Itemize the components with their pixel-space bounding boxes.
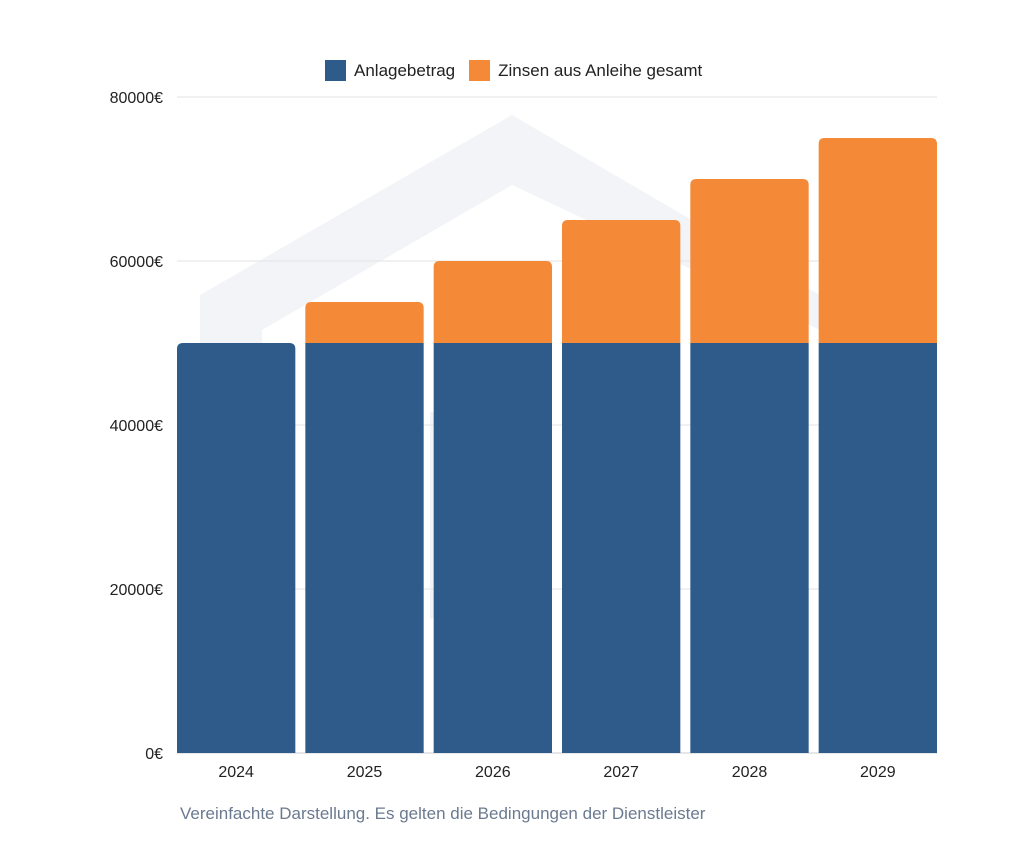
x-tick-label: 2024 xyxy=(218,764,254,781)
bar-anlagebetrag-2027 xyxy=(562,343,681,753)
bar-zinsen-2028 xyxy=(690,179,809,343)
x-tick-label: 2025 xyxy=(347,764,383,781)
y-tick-label: 0€ xyxy=(145,746,163,763)
chart-legend: Anlagebetrag Zinsen aus Anleihe gesamt xyxy=(325,60,716,81)
y-tick-label: 40000€ xyxy=(110,418,163,435)
bar-zinsen-2025 xyxy=(305,302,424,343)
x-tick-label: 2027 xyxy=(603,764,639,781)
x-tick-label: 2029 xyxy=(860,764,896,781)
bar-anlagebetrag-2026 xyxy=(433,343,552,753)
bar-zinsen-2029 xyxy=(818,138,937,343)
bar-anlagebetrag-2025 xyxy=(305,343,424,753)
bar-anlagebetrag-2028 xyxy=(690,343,809,753)
legend-swatch-zinsen xyxy=(469,60,491,81)
bar-anlagebetrag-2029 xyxy=(818,343,937,753)
y-tick-label: 20000€ xyxy=(110,582,163,599)
footer-note: Vereinfachte Darstellung. Es gelten die … xyxy=(180,804,706,823)
legend-label-zinsen: Zinsen aus Anleihe gesamt xyxy=(498,60,703,80)
legend-item-anlagebetrag: Anlagebetrag xyxy=(325,60,455,81)
legend-item-zinsen: Zinsen aus Anleihe gesamt xyxy=(469,60,702,81)
x-tick-label: 2028 xyxy=(732,764,768,781)
bar-zinsen-2026 xyxy=(433,261,552,343)
bar-zinsen-2027 xyxy=(562,220,681,343)
x-tick-label: 2026 xyxy=(475,764,511,781)
bar-anlagebetrag-2024 xyxy=(177,343,296,753)
legend-label-anlagebetrag: Anlagebetrag xyxy=(354,60,456,80)
legend-swatch-anlagebetrag xyxy=(325,60,346,81)
y-tick-label: 80000€ xyxy=(110,90,163,107)
y-tick-label: 60000€ xyxy=(110,254,163,271)
